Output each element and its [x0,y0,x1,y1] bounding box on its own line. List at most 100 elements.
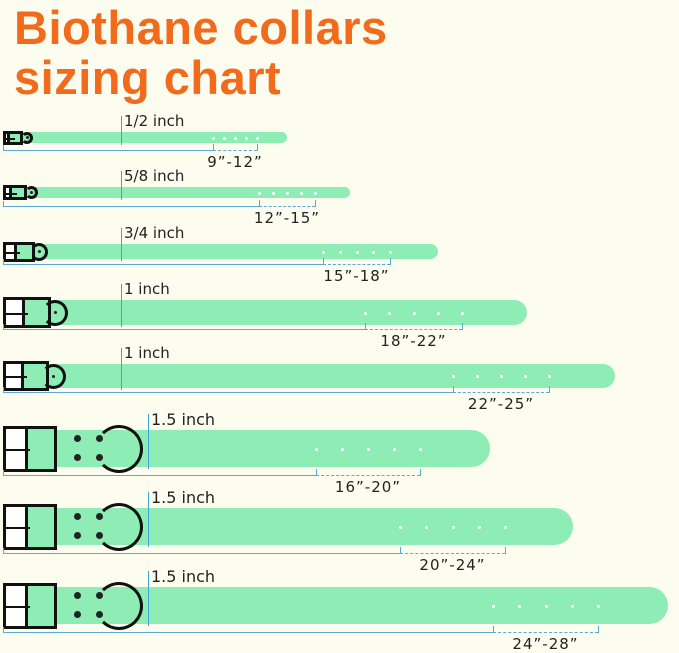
width-label: 1.5 inch [151,567,216,586]
strap-hole [389,250,392,254]
strap-hole [314,191,317,195]
length-line-start [3,470,4,476]
range-dashed-line [213,150,257,151]
length-line [3,206,259,207]
buckle-bar [6,605,31,608]
width-label: 1.5 inch [151,410,216,429]
range-dashed-line [259,206,315,207]
d-ring-icon [24,186,38,199]
strap-hole [393,447,396,451]
range-end-tick [505,547,506,554]
title-line-2: sizing chart [14,51,282,104]
strap-hole [412,311,416,315]
rivet-icon [95,532,103,539]
strap-hole [492,604,495,608]
range-end-tick [598,626,599,633]
range-start-tick [323,258,324,265]
strap-hole [436,311,440,315]
range-start-tick [453,386,454,393]
rivet-icon [51,374,55,378]
d-ring-icon [40,363,66,389]
width-label: 1.5 inch [151,488,216,507]
rivet-icon [73,592,81,599]
rivet-icon [53,311,57,314]
strap-hole [256,136,259,140]
size-range-label: 18”-22” [380,332,447,350]
width-indicator [121,284,122,327]
strap-hole [461,311,464,315]
strap-hole [315,447,318,451]
strap-hole [223,136,226,140]
range-dashed-line [493,632,598,633]
buckle-bar [6,192,17,195]
length-line-start [3,627,4,633]
buckle-icon [3,185,27,200]
strap-hole [234,136,237,140]
width-label: 1 inch [124,280,170,298]
strap-hole [452,375,455,378]
range-dashed-line [323,264,390,265]
strap-hole [548,375,551,378]
buckle-bar [6,376,27,378]
length-line [3,329,365,330]
range-dashed-line [453,392,549,393]
rivet-icon [37,250,41,253]
strap-hole [597,604,600,608]
strap-hole [245,136,248,140]
size-range-label: 22”-25” [467,395,535,413]
d-ring-icon [95,581,143,630]
length-line-start [3,201,4,207]
width-indicator [121,228,122,261]
range-start-tick [259,200,260,207]
length-line-start [3,387,4,393]
strap-hole [338,250,342,254]
width-label: 3/4 inch [124,224,185,242]
strap-hole [286,191,289,195]
strap-hole [388,311,392,315]
rivet-icon [29,191,33,194]
range-dashed-line [400,553,505,554]
rivet-icon [95,592,103,599]
range-end-tick [390,258,391,265]
width-indicator [148,571,149,626]
d-ring-icon [95,502,143,551]
range-start-tick [400,547,401,554]
title-line-1: Biothane collars [14,1,388,54]
range-end-tick [315,200,316,207]
strap-hole [419,447,422,451]
rivet-icon [95,454,103,461]
collar-strap [53,587,668,624]
length-line [3,475,316,476]
collar-strap [45,364,615,388]
strap-hole [372,250,376,254]
rivet-icon [73,611,81,618]
range-start-tick [365,323,366,330]
rivet-icon [73,532,81,539]
length-line-start [3,145,4,151]
length-line-start [3,324,4,330]
width-indicator [121,116,122,145]
strap-hole [364,311,367,315]
strap-hole [300,191,303,195]
strap-hole [524,375,527,378]
strap-hole [322,250,325,254]
buckle-icon [3,503,57,550]
range-end-tick [420,469,421,476]
size-range-label: 16”-20” [334,478,402,496]
collar-strap [23,187,350,198]
strap-hole [272,191,275,195]
buckle-icon [3,130,23,145]
length-line [3,264,323,265]
buckle-bar [6,448,31,451]
width-indicator [121,348,122,390]
range-end-tick [549,386,550,393]
strap-hole [212,136,215,140]
strap-hole [504,525,507,529]
strap-hole [258,191,261,195]
width-label: 1 inch [124,344,170,362]
d-ring-icon [21,131,33,144]
buckle-icon [3,425,57,472]
width-label: 5/8 inch [124,167,185,185]
size-range-label: 9”-12” [207,153,263,171]
length-line [3,392,453,393]
